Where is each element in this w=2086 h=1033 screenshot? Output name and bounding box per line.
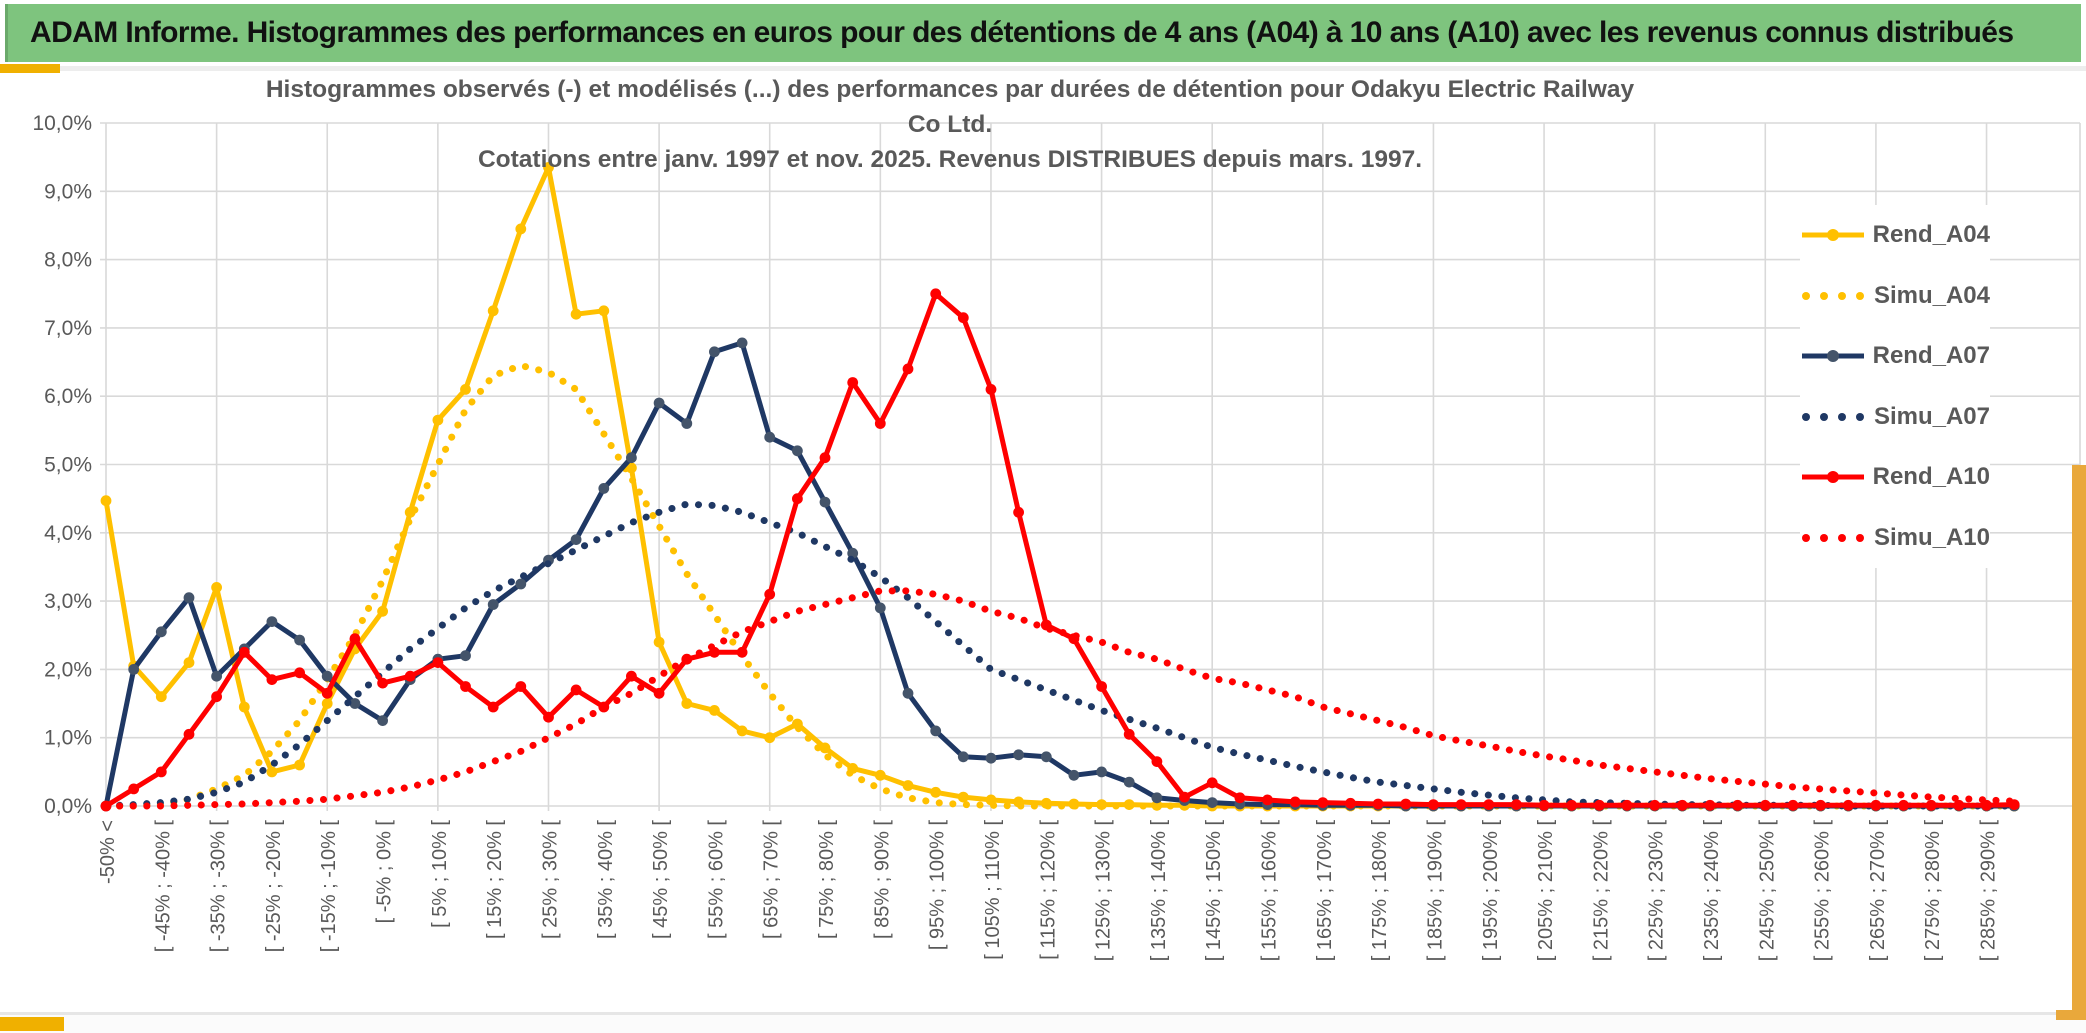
gold-accent-top-left <box>0 64 60 73</box>
x-tick-label: [ 85% ; 90% [ <box>871 820 893 939</box>
y-tick-label: 10,0% <box>32 112 92 135</box>
x-tick-label: [ 145% ; 150% [ <box>1203 820 1225 962</box>
legend-item-simu-a07[interactable]: Simu_A07 <box>1800 387 1990 448</box>
x-tick-label: -50% < <box>97 820 119 884</box>
bottom-band <box>0 1015 2086 1033</box>
series-Simu_A07[interactable] <box>102 500 2018 810</box>
legend-label: Simu_A07 <box>1873 402 1990 430</box>
y-tick-label: 6,0% <box>44 385 92 408</box>
chart-title-line2: Cotations entre janv. 1997 et nov. 2025.… <box>477 146 1423 173</box>
legend-item-rend-a07[interactable]: Rend_A07 <box>1800 326 1990 387</box>
y-tick-label: 9,0% <box>44 180 92 203</box>
x-tick-label: [ -15% ; -10% [ <box>318 820 340 953</box>
x-tick-label: [ 55% ; 60% [ <box>705 820 727 939</box>
y-axis-labels: 10,0% 9,0% 8,0% 7,0% 6,0% 5,0% 4,0% 3,0% 2,0% 1,0… <box>32 112 92 818</box>
chart-legend: Rend_A04 Simu_A04 Rend_A07 Simu_A07 <box>1800 205 1990 568</box>
legend-item-simu-a04[interactable]: Simu_A04 <box>1800 266 1990 327</box>
x-tick-label: [ 285% ; 290% [ <box>1978 820 2000 962</box>
header-divider <box>60 66 2086 71</box>
legend-item-simu-a10[interactable]: Simu_A10 <box>1800 508 1990 569</box>
series-Rend_A10[interactable] <box>100 288 2020 812</box>
header-bar: ADAM Informe. Histogrammes des performan… <box>5 4 2081 62</box>
y-tick-label: 2,0% <box>44 658 92 681</box>
gold-accent-right-strip <box>2072 465 2086 1018</box>
x-tick-label: [ 215% ; 220% [ <box>1590 820 1612 962</box>
x-tick-label: [ 235% ; 240% [ <box>1701 820 1723 962</box>
chart-title-line1: Histogrammes observés (-) et modélisés (… <box>265 76 1635 138</box>
x-tick-label: [ -35% ; -30% [ <box>208 820 230 953</box>
x-tick-label: [ 25% ; 30% [ <box>539 820 561 939</box>
legend-swatch-solid-red-icon <box>1802 471 1864 484</box>
gold-accent-bottom-left <box>0 1017 64 1031</box>
legend-label: Rend_A10 <box>1872 463 1990 491</box>
x-axis-labels: -50% < [ -45% ; -40% [ [ -35% ; -30% [ [ -2… <box>97 820 2000 962</box>
x-tick-label: [ 75% ; 80% [ <box>816 820 838 939</box>
x-tick-label: [ 165% ; 170% [ <box>1314 820 1336 962</box>
legend-label: Simu_A04 <box>1873 281 1990 309</box>
x-tick-label: [ 95% ; 100% [ <box>927 820 949 951</box>
x-tick-label: [ 195% ; 200% [ <box>1480 820 1502 962</box>
x-tick-label: [ 245% ; 250% [ <box>1756 820 1778 962</box>
legend-swatch-dotted-gold-icon <box>1802 291 1864 300</box>
y-tick-label: 0,0% <box>44 795 92 818</box>
chart-title: Histogrammes observés (-) et modélisés (… <box>250 72 1650 177</box>
x-tick-label: [ 125% ; 130% [ <box>1093 820 1115 962</box>
x-tick-label: [ -45% ; -40% [ <box>152 820 174 953</box>
legend-label: Simu_A10 <box>1873 523 1990 551</box>
x-tick-label: [ 135% ; 140% [ <box>1148 820 1170 962</box>
y-tick-label: 5,0% <box>44 454 92 477</box>
x-tick-label: [ -5% ; 0% [ <box>374 820 396 924</box>
series-Simu_A04[interactable] <box>102 362 2018 810</box>
y-tick-label: 8,0% <box>44 249 92 272</box>
gridlines <box>100 122 2081 811</box>
legend-label: Rend_A07 <box>1872 342 1990 370</box>
x-tick-label: [ 225% ; 230% [ <box>1646 820 1668 962</box>
x-tick-label: [ 35% ; 40% [ <box>595 820 617 939</box>
x-tick-label: [ 265% ; 270% [ <box>1867 820 1889 962</box>
series-Simu_A10[interactable] <box>102 587 2018 810</box>
x-tick-label: [ 255% ; 260% [ <box>1812 820 1834 962</box>
legend-swatch-solid-gold-icon <box>1802 229 1864 242</box>
gold-accent-bottom-right <box>2056 1010 2086 1020</box>
x-tick-label: [ 105% ; 110% [ <box>982 820 1004 960</box>
bottom-divider <box>0 1012 2086 1015</box>
legend-swatch-dotted-red-icon <box>1802 533 1864 542</box>
x-tick-label: [ 115% ; 120% [ <box>1037 820 1059 960</box>
y-tick-label: 1,0% <box>44 727 92 750</box>
x-tick-label: [ 15% ; 20% [ <box>484 820 506 939</box>
x-tick-label: [ 45% ; 50% [ <box>650 820 672 939</box>
x-tick-label: [ 275% ; 280% [ <box>1922 820 1944 962</box>
x-tick-label: [ -25% ; -20% [ <box>263 820 285 953</box>
x-tick-label: [ 5% ; 10% [ <box>429 820 451 928</box>
x-tick-label: [ 205% ; 210% [ <box>1535 820 1557 962</box>
x-tick-label: [ 155% ; 160% [ <box>1259 820 1281 962</box>
y-tick-label: 3,0% <box>44 590 92 613</box>
x-tick-label: [ 185% ; 190% [ <box>1424 820 1446 962</box>
legend-item-rend-a10[interactable]: Rend_A10 <box>1800 447 1990 508</box>
legend-swatch-dotted-navy-icon <box>1802 412 1864 421</box>
y-tick-label: 7,0% <box>44 317 92 340</box>
legend-item-rend-a04[interactable]: Rend_A04 <box>1800 205 1990 266</box>
y-tick-label: 4,0% <box>44 522 92 545</box>
x-tick-label: [ 175% ; 180% [ <box>1369 820 1391 962</box>
header-title: ADAM Informe. Histogrammes des performan… <box>30 16 2014 49</box>
legend-swatch-solid-navy-icon <box>1802 350 1864 363</box>
x-tick-label: [ 65% ; 70% [ <box>761 820 783 939</box>
legend-label: Rend_A04 <box>1872 221 1990 249</box>
